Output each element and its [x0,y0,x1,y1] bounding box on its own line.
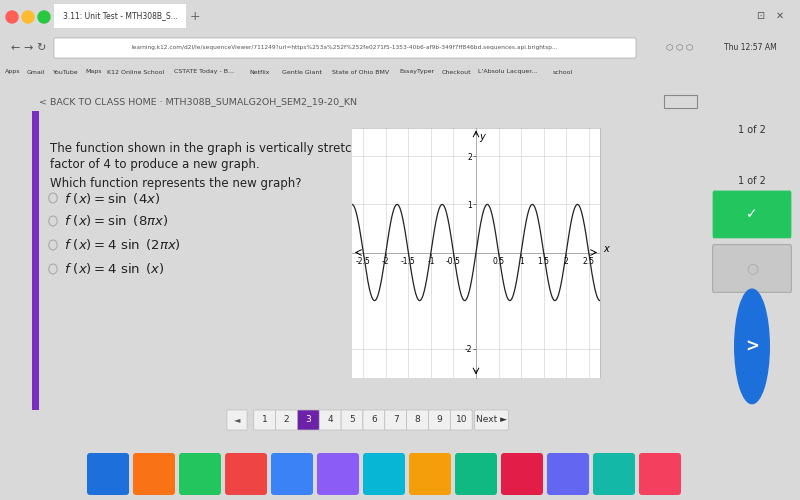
FancyBboxPatch shape [713,190,791,238]
Text: Netflix: Netflix [249,70,270,74]
Text: ⊡: ⊡ [756,11,764,21]
Text: y: y [480,132,486,142]
FancyBboxPatch shape [363,410,385,430]
Text: State of Ohio BMV: State of Ohio BMV [331,70,389,74]
Text: Apps: Apps [5,70,21,74]
FancyBboxPatch shape [501,453,543,495]
FancyBboxPatch shape [341,410,363,430]
FancyBboxPatch shape [225,453,267,495]
Text: school: school [553,70,573,74]
Text: factor of 4 to produce a new graph.: factor of 4 to produce a new graph. [50,158,260,171]
Text: $f\ (x) = 4\ \sin\ (x)$: $f\ (x) = 4\ \sin\ (x)$ [64,262,165,276]
Text: →: → [23,43,33,53]
Text: The function shown in the graph is vertically stretched by a: The function shown in the graph is verti… [50,142,403,155]
FancyBboxPatch shape [406,410,429,430]
Circle shape [6,11,18,23]
FancyBboxPatch shape [179,453,221,495]
FancyBboxPatch shape [254,410,275,430]
FancyBboxPatch shape [593,453,635,495]
Text: Gmail: Gmail [27,70,46,74]
FancyBboxPatch shape [317,453,359,495]
Bar [32,111,38,410]
Text: >: > [745,338,759,355]
Circle shape [22,11,34,23]
Text: 7: 7 [393,416,398,424]
Text: Checkout: Checkout [442,70,472,74]
FancyBboxPatch shape [547,453,589,495]
FancyBboxPatch shape [275,410,298,430]
Text: CSTATE Today - B...: CSTATE Today - B... [174,70,234,74]
Text: YouTube: YouTube [53,70,78,74]
Text: ↻: ↻ [36,43,46,53]
Circle shape [734,289,770,404]
FancyBboxPatch shape [54,38,636,58]
Text: learning.k12.com/d2l/le/sequenceViewer/711249?url=https%253a%252f%252fe0271f5-13: learning.k12.com/d2l/le/sequenceViewer/7… [132,46,558,51]
Text: ✓: ✓ [746,208,758,222]
FancyBboxPatch shape [363,453,405,495]
FancyBboxPatch shape [133,453,175,495]
Text: < BACK TO CLASS HOME · MTH308B_SUMALG2OH_SEM2_19-20_KN: < BACK TO CLASS HOME · MTH308B_SUMALG2OH… [38,97,357,106]
Text: 3.11: Unit Test - MTH308B_S...: 3.11: Unit Test - MTH308B_S... [62,12,178,20]
Text: 1 of 2: 1 of 2 [738,125,766,135]
Text: ○: ○ [746,262,758,276]
FancyBboxPatch shape [450,410,472,430]
Text: Next ►: Next ► [476,416,507,424]
FancyBboxPatch shape [298,410,319,430]
FancyBboxPatch shape [639,453,681,495]
Text: L'Absolu Lacquer...: L'Absolu Lacquer... [478,70,538,74]
Text: 8: 8 [414,416,421,424]
Text: x: x [604,244,610,254]
FancyBboxPatch shape [385,410,406,430]
Text: 6: 6 [371,416,377,424]
Text: 1: 1 [262,416,267,424]
FancyBboxPatch shape [54,4,186,28]
FancyBboxPatch shape [713,244,791,292]
Text: 1 of 2: 1 of 2 [738,176,766,186]
Text: ⬡ ⬡ ⬡: ⬡ ⬡ ⬡ [666,44,694,52]
Text: $f\ (x) = 4\ \sin\ (2\pi x)$: $f\ (x) = 4\ \sin\ (2\pi x)$ [64,238,181,252]
FancyBboxPatch shape [474,410,508,430]
Text: 9: 9 [437,416,442,424]
Circle shape [38,11,50,23]
Text: Which function represents the new graph?: Which function represents the new graph? [50,177,302,190]
Text: Gentle Giant: Gentle Giant [282,70,322,74]
Text: ←: ← [10,43,20,53]
Text: +: + [190,10,200,22]
Text: 5: 5 [349,416,355,424]
Text: EssayTyper: EssayTyper [399,70,434,74]
Text: Thu 12:57 AM: Thu 12:57 AM [724,44,776,52]
Text: $f\ (x) = \sin\ (8\pi x)$: $f\ (x) = \sin\ (8\pi x)$ [64,214,168,228]
FancyBboxPatch shape [87,453,129,495]
FancyBboxPatch shape [271,453,313,495]
Text: ◄: ◄ [234,416,240,424]
Text: 3: 3 [306,416,311,424]
Text: Maps: Maps [85,70,102,74]
Text: K12 Online School: K12 Online School [107,70,164,74]
FancyBboxPatch shape [227,410,247,430]
Text: 2: 2 [284,416,290,424]
FancyBboxPatch shape [455,453,497,495]
FancyBboxPatch shape [319,410,341,430]
Text: ✕: ✕ [776,11,784,21]
FancyBboxPatch shape [429,410,450,430]
Text: 4: 4 [327,416,333,424]
Bar [664,95,698,108]
Text: $f\ (x) = \sin\ (4x)$: $f\ (x) = \sin\ (4x)$ [64,190,160,206]
Text: 10: 10 [455,416,467,424]
FancyBboxPatch shape [409,453,451,495]
